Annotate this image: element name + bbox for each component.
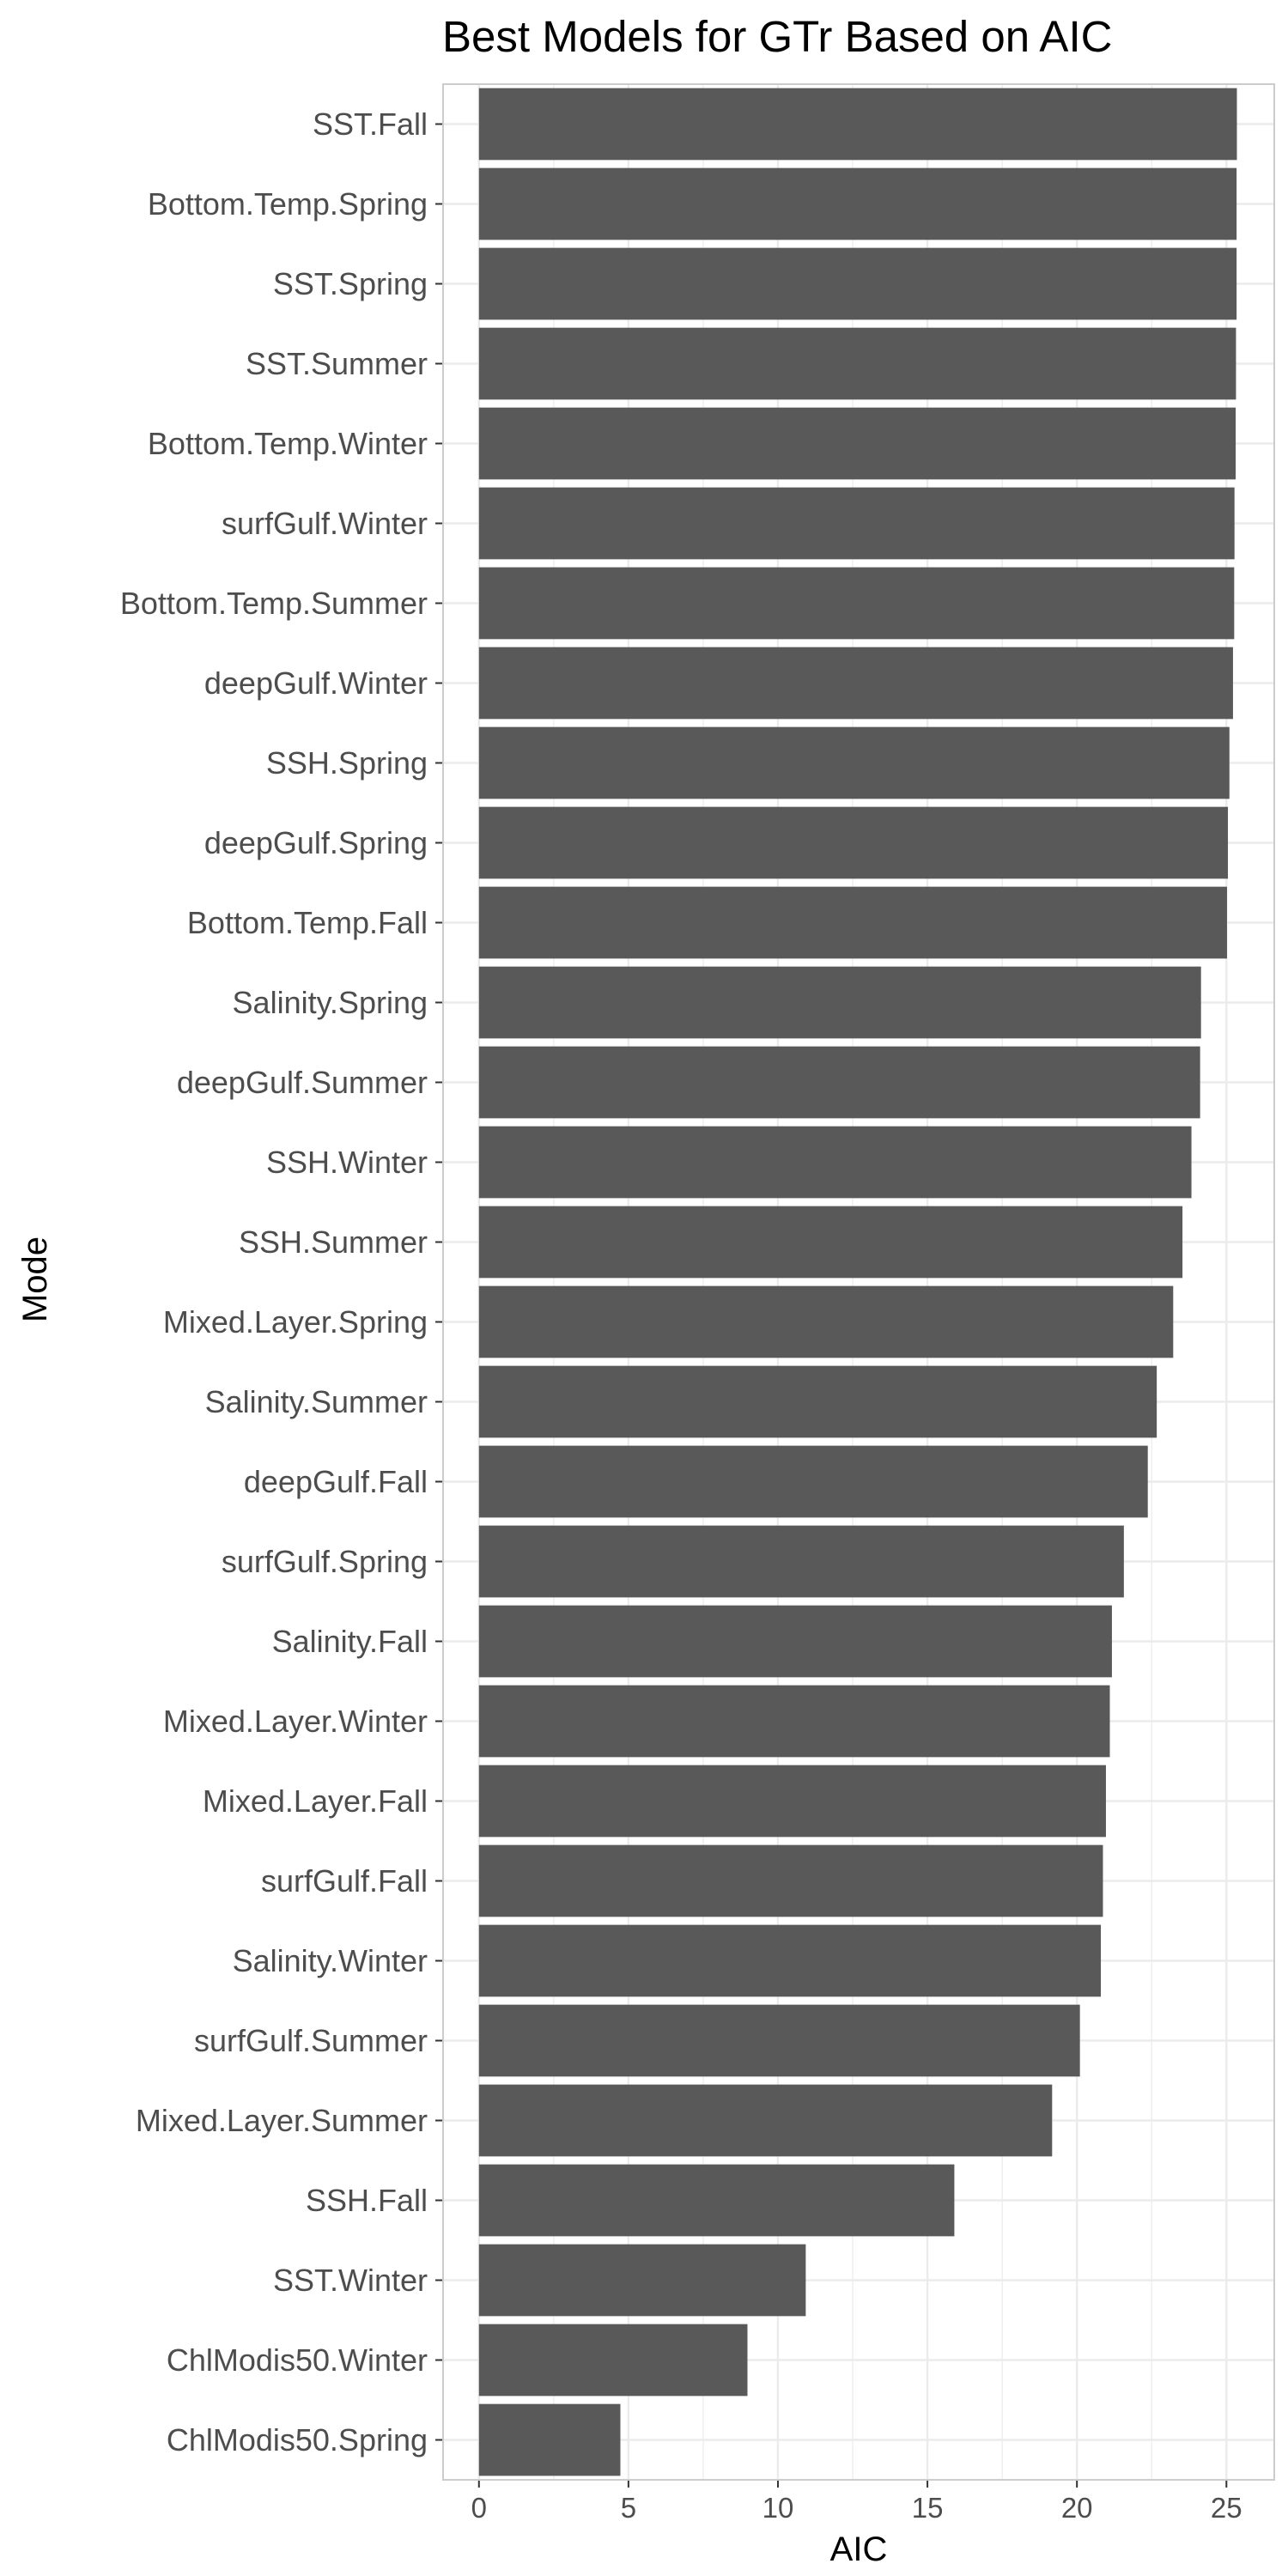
- x-tick-label: 25: [1211, 2492, 1242, 2524]
- y-tick-label: deepGulf.Fall: [244, 1464, 428, 1499]
- bar: [478, 247, 1237, 320]
- y-axis-tick-labels: SST.Fall Bottom.Temp.Spring SST.Spring SST.…: [120, 106, 443, 2458]
- bar: [478, 2084, 1053, 2157]
- y-tick-label: SST.Summer: [246, 346, 428, 381]
- bar: [478, 1285, 1174, 1358]
- y-tick-label: deepGulf.Winter: [204, 665, 428, 701]
- y-tick-label: SST.Winter: [273, 2263, 428, 2298]
- y-tick-label: Bottom.Temp.Summer: [120, 586, 428, 621]
- bar: [478, 2164, 955, 2237]
- bar: [478, 1924, 1102, 1997]
- y-tick-label: surfGulf.Fall: [261, 1863, 428, 1899]
- bar: [478, 567, 1235, 640]
- x-tick-label: 5: [621, 2492, 636, 2524]
- bar: [478, 806, 1229, 879]
- bar: [478, 647, 1233, 720]
- bar: [478, 1206, 1183, 1279]
- bar: [478, 1445, 1148, 1518]
- bars: [478, 88, 1237, 2476]
- y-tick-label: Bottom.Temp.Fall: [187, 905, 428, 940]
- bar: [478, 1126, 1192, 1199]
- bar: [478, 2324, 748, 2397]
- y-tick-label: Mixed.Layer.Winter: [163, 1704, 428, 1739]
- x-tick-label: 0: [471, 2492, 487, 2524]
- y-tick-label: ChlModis50.Spring: [167, 2422, 428, 2458]
- bar: [478, 1046, 1200, 1119]
- bar: [478, 1525, 1124, 1598]
- bar: [478, 1365, 1157, 1438]
- x-tick-label: 20: [1061, 2492, 1093, 2524]
- bar: [478, 1605, 1112, 1678]
- y-tick-label: Bottom.Temp.Spring: [148, 186, 428, 222]
- y-tick-label: deepGulf.Spring: [204, 825, 428, 860]
- y-tick-label: Mixed.Layer.Summer: [136, 2103, 428, 2138]
- bar: [478, 2244, 806, 2317]
- bar: [478, 167, 1237, 240]
- y-tick-label: ChlModis50.Winter: [167, 2342, 428, 2378]
- y-tick-label: SSH.Summer: [239, 1224, 428, 1260]
- y-tick-label: Salinity.Summer: [205, 1384, 428, 1419]
- bar: [478, 2004, 1080, 2077]
- panel-border: [442, 83, 1275, 2481]
- bar: [478, 2403, 621, 2476]
- y-axis-label: Mode: [16, 1236, 54, 1322]
- bar: [478, 726, 1230, 799]
- y-tick-label: Mixed.Layer.Spring: [163, 1304, 428, 1340]
- y-tick-label: Salinity.Winter: [233, 1943, 428, 1978]
- y-tick-label: deepGulf.Summer: [177, 1065, 428, 1100]
- y-tick-label: Mixed.Layer.Fall: [203, 1783, 428, 1819]
- y-tick-label: SSH.Winter: [266, 1145, 428, 1180]
- y-tick-label: surfGulf.Winter: [222, 506, 428, 541]
- chart-title: Best Models for GTr Based on AIC: [442, 12, 1112, 61]
- x-tick-label: 10: [762, 2492, 794, 2524]
- bar: [478, 886, 1227, 959]
- x-axis-label: AIC: [830, 2530, 888, 2568]
- bar: [478, 88, 1237, 161]
- y-tick-label: SSH.Fall: [306, 2183, 428, 2218]
- y-tick-label: Bottom.Temp.Winter: [148, 426, 428, 461]
- y-tick-label: SST.Fall: [313, 106, 428, 142]
- bar: [478, 1685, 1110, 1758]
- bar: [478, 1844, 1103, 1917]
- y-tick-label: SST.Spring: [273, 266, 428, 301]
- y-tick-label: SSH.Spring: [266, 745, 428, 781]
- bar: [478, 1765, 1106, 1838]
- y-tick-label: Salinity.Spring: [233, 985, 428, 1020]
- bar: [478, 327, 1236, 400]
- x-tick-label: 15: [912, 2492, 944, 2524]
- bar: [478, 407, 1236, 480]
- y-tick-label: surfGulf.Summer: [194, 2023, 428, 2058]
- bar: [478, 966, 1201, 1039]
- bar: [478, 487, 1235, 560]
- x-axis-tick-labels: 0 5 10 15 20 25: [471, 2480, 1242, 2524]
- y-tick-label: surfGulf.Spring: [222, 1544, 428, 1579]
- y-tick-label: Salinity.Fall: [272, 1624, 428, 1659]
